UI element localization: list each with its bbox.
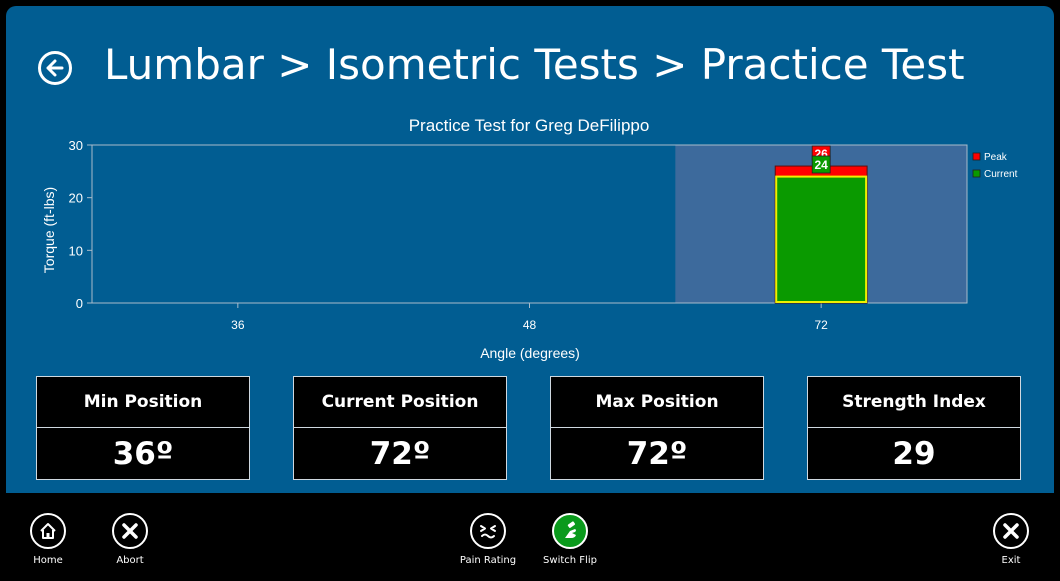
current-position-value: 72º — [369, 436, 431, 472]
min-position-value: 36º — [112, 436, 174, 472]
x-axis-label: Angle (degrees) — [480, 345, 580, 361]
pain-face-icon — [470, 513, 506, 549]
x-tick-label: 72 — [814, 318, 828, 332]
current-label-box — [811, 155, 831, 174]
current-position-label: Current Position — [294, 377, 506, 428]
max-position-label: Max Position — [551, 377, 763, 428]
max-position-box: Max Position 72º — [550, 376, 764, 480]
current-position-box: Current Position 72º — [293, 376, 507, 480]
current-data-label: 24 — [814, 158, 828, 172]
chart-title: Practice Test for Greg DeFilippo — [409, 116, 650, 135]
torque-chart: Practice Test for Greg DeFilippo 0 10 20 30… — [41, 116, 1018, 361]
app-window: Lumbar > Isometric Tests > Practice Test… — [6, 6, 1054, 575]
exit-button[interactable]: Exit — [966, 513, 1054, 566]
home-icon — [30, 513, 66, 549]
min-position-label: Min Position — [37, 377, 249, 428]
abort-label: Abort — [116, 555, 144, 566]
close-icon — [112, 513, 148, 549]
legend-entry: Peak — [984, 152, 1008, 163]
x-tick-label: 36 — [231, 318, 245, 332]
y-tick-label: 10 — [69, 243, 83, 258]
home-label: Home — [33, 555, 63, 566]
strength-index-value: 29 — [892, 436, 936, 472]
arrow-left-icon — [46, 59, 64, 77]
main-panel: Lumbar > Isometric Tests > Practice Test… — [6, 6, 1054, 493]
max-position-value: 72º — [626, 436, 688, 472]
switch-hand-icon — [552, 513, 588, 549]
home-button[interactable]: Home — [6, 513, 93, 566]
page-title: Lumbar > Isometric Tests > Practice Test — [104, 40, 965, 89]
close-icon — [993, 513, 1029, 549]
y-axis-label: Torque (ft-lbs) — [41, 187, 57, 273]
y-tick-label: 20 — [69, 191, 83, 206]
back-button[interactable] — [38, 51, 72, 85]
min-position-box: Min Position 36º — [36, 376, 250, 480]
strength-index-label: Strength Index — [808, 377, 1020, 428]
current-bar — [775, 175, 868, 304]
strength-index-box: Strength Index 29 — [807, 376, 1021, 480]
x-tick-label: 48 — [523, 318, 537, 332]
legend-swatch — [972, 152, 981, 161]
exit-label: Exit — [1001, 555, 1021, 566]
pain-rating-label: Pain Rating — [459, 555, 517, 566]
legend-swatch — [972, 169, 981, 178]
switch-flip-label: Switch Flip — [543, 555, 597, 566]
y-tick-label: 0 — [76, 296, 83, 311]
pain-rating-button[interactable]: Pain Rating — [443, 513, 533, 566]
y-tick-label: 30 — [69, 138, 83, 153]
legend-entry: Current — [984, 169, 1018, 180]
switch-flip-button[interactable]: Switch Flip — [525, 513, 615, 566]
abort-button[interactable]: Abort — [85, 513, 175, 566]
